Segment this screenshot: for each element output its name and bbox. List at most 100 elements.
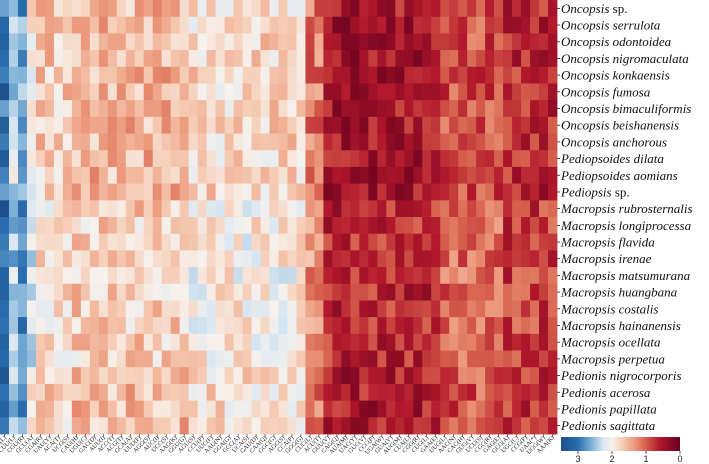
heatmap-cell bbox=[314, 283, 324, 301]
heatmap-cell bbox=[458, 50, 468, 68]
heatmap-cell bbox=[269, 383, 279, 402]
heatmap-cell bbox=[80, 333, 91, 351]
heatmap-cell bbox=[467, 183, 477, 201]
heatmap-cell bbox=[53, 150, 64, 168]
heatmap-cell bbox=[395, 300, 405, 318]
heatmap-cell bbox=[260, 300, 270, 318]
heatmap-cell bbox=[305, 350, 315, 368]
heatmap-cell bbox=[440, 233, 450, 251]
heatmap-cell bbox=[503, 367, 513, 385]
heatmap-cell bbox=[296, 267, 306, 285]
heatmap-cell bbox=[143, 83, 154, 101]
row-label: Pedionis sagittata bbox=[560, 418, 656, 433]
heatmap-cell bbox=[530, 33, 540, 51]
heatmap-cell bbox=[467, 350, 477, 368]
heatmap-cell bbox=[404, 333, 414, 351]
row-label: Pedionis papillata bbox=[560, 401, 657, 416]
heatmap-cell bbox=[17, 166, 28, 185]
heatmap-cell bbox=[62, 283, 73, 301]
heatmap-cell bbox=[458, 33, 468, 51]
heatmap-cell bbox=[458, 283, 468, 301]
heatmap-cell bbox=[233, 0, 243, 18]
heatmap-cell bbox=[62, 200, 73, 218]
heatmap-cell bbox=[323, 66, 333, 84]
heatmap-cell bbox=[521, 200, 531, 218]
heatmap-cell bbox=[467, 116, 477, 134]
heatmap-cell bbox=[368, 333, 378, 351]
heatmap-cell bbox=[215, 116, 225, 134]
heatmap-cell bbox=[161, 0, 172, 18]
heatmap-cell bbox=[449, 250, 459, 268]
heatmap-cell bbox=[62, 150, 73, 168]
heatmap-cell bbox=[26, 200, 37, 218]
heatmap-cell bbox=[539, 367, 549, 385]
heatmap-cell bbox=[143, 400, 154, 418]
heatmap-cell bbox=[0, 383, 10, 402]
heatmap-cell bbox=[260, 233, 270, 251]
heatmap-cell bbox=[206, 33, 217, 51]
heatmap-cell bbox=[251, 250, 261, 268]
heatmap-cell bbox=[0, 116, 10, 134]
heatmap-cell bbox=[116, 333, 127, 351]
heatmap-cell bbox=[521, 250, 531, 268]
heatmap-cell bbox=[152, 400, 163, 418]
heatmap-cell bbox=[359, 0, 369, 18]
heatmap-cell bbox=[503, 417, 513, 435]
row-label: Macropsis matsumurana bbox=[560, 268, 691, 283]
heatmap-cell bbox=[350, 350, 360, 368]
heatmap-cell bbox=[53, 350, 64, 368]
heatmap-cell bbox=[233, 400, 243, 418]
heatmap-cell bbox=[260, 66, 270, 84]
heatmap-cell bbox=[26, 50, 37, 68]
heatmap-cell bbox=[170, 217, 181, 235]
heatmap-cell bbox=[323, 367, 333, 385]
heatmap-cell bbox=[368, 367, 378, 385]
heatmap-cell bbox=[512, 166, 522, 185]
heatmap-cell bbox=[53, 16, 64, 34]
heatmap-cell bbox=[548, 267, 558, 285]
heatmap-cell bbox=[269, 400, 279, 418]
heatmap-cell bbox=[368, 267, 378, 285]
heatmap-cell bbox=[503, 333, 513, 351]
heatmap-cell bbox=[386, 367, 396, 385]
heatmap-cell bbox=[44, 383, 55, 402]
heatmap-cell bbox=[98, 166, 109, 185]
heatmap-cell bbox=[17, 50, 28, 68]
heatmap-cell bbox=[161, 83, 172, 101]
heatmap-cell bbox=[53, 33, 64, 51]
heatmap-cell bbox=[152, 417, 163, 435]
heatmap-cell bbox=[413, 166, 423, 185]
heatmap-cell bbox=[341, 200, 351, 218]
heatmap-cell bbox=[260, 317, 270, 335]
heatmap-cell bbox=[341, 83, 351, 101]
heatmap-cell bbox=[116, 350, 127, 368]
heatmap-cell bbox=[260, 333, 270, 351]
heatmap-cell bbox=[377, 250, 387, 268]
heatmap-cell bbox=[296, 417, 306, 435]
heatmap-cell bbox=[278, 0, 288, 18]
heatmap-cell bbox=[206, 333, 217, 351]
heatmap-cell bbox=[404, 233, 414, 251]
heatmap-cell bbox=[152, 200, 163, 218]
heatmap-cell bbox=[386, 133, 396, 151]
heatmap-cell bbox=[0, 367, 10, 385]
heatmap-cell bbox=[521, 16, 531, 34]
heatmap-cell bbox=[0, 400, 10, 418]
heatmap-cell bbox=[350, 66, 360, 84]
heatmap-cell bbox=[323, 50, 333, 68]
heatmap-cell bbox=[305, 267, 315, 285]
heatmap-cell bbox=[458, 233, 468, 251]
heatmap-cell bbox=[395, 133, 405, 151]
heatmap-cell bbox=[44, 367, 55, 385]
heatmap-cell bbox=[134, 0, 145, 18]
heatmap-cell bbox=[125, 267, 136, 285]
heatmap-cell bbox=[8, 133, 19, 151]
heatmap-cell bbox=[71, 100, 82, 118]
heatmap-cell bbox=[467, 100, 477, 118]
heatmap-cell bbox=[512, 66, 522, 84]
heatmap-cell bbox=[98, 150, 109, 168]
heatmap-cell bbox=[134, 50, 145, 68]
heatmap-cell bbox=[458, 267, 468, 285]
heatmap-cell bbox=[107, 33, 118, 51]
heatmap-cell bbox=[62, 383, 73, 402]
